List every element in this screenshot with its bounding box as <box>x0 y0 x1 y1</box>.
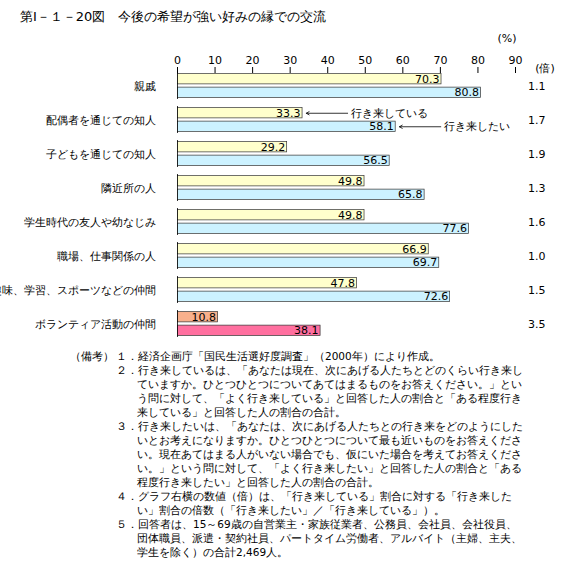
html-text:３．行き来したいは、「あなたは、次にあげる人たちとの行き来を: ３．行き来したいは、「あなたは、次にあげる人たちとの行き来をどのようにしたいとお… <box>116 420 523 488</box>
svg-text:70.3: 70.3 <box>415 73 440 86</box>
html-text:５．回答者は、15～69歳の自営業主・家族従業者、公務員、会: ５．回答者は、15～69歳の自営業主・家族従業者、公務員、会社員、会社役員、団体… <box>116 518 522 558</box>
svg-text:ボランティア活動の仲間: ボランティア活動の仲間 <box>35 318 156 331</box>
svg-text:学生時代の友人や幼なじみ: 学生時代の友人や幼なじみ <box>24 216 156 229</box>
svg-text:56.5: 56.5 <box>363 154 388 167</box>
svg-text:47.8: 47.8 <box>331 277 356 290</box>
svg-text:20: 20 <box>246 54 260 67</box>
svg-text:1.3: 1.3 <box>528 182 546 195</box>
svg-text:72.6: 72.6 <box>424 290 449 303</box>
svg-text:1.9: 1.9 <box>528 148 546 161</box>
svg-text:58.1: 58.1 <box>369 120 394 133</box>
svg-text:1.1: 1.1 <box>528 80 546 93</box>
html-text:２．行き来しているは、「あなたは現在、次にあげる人たちとどの: ２．行き来しているは、「あなたは現在、次にあげる人たちとどのくらい行き来していま… <box>116 364 523 418</box>
svg-text:65.8: 65.8 <box>398 188 423 201</box>
html-text:４．グラフ右横の数値（倍）は、「行き来している」割合に対する: ４．グラフ右横の数値（倍）は、「行き来している」割合に対する「行き来したい」割合… <box>116 490 512 516</box>
svg-text:29.2: 29.2 <box>261 141 286 154</box>
svg-text:隣近所の人: 隣近所の人 <box>101 182 156 195</box>
svg-text:69.7: 69.7 <box>413 256 438 269</box>
svg-text:子どもを通じての知人: 子どもを通じての知人 <box>46 148 156 161</box>
svg-text:80: 80 <box>471 54 485 67</box>
svg-text:0: 0 <box>174 54 181 67</box>
svg-text:38.1: 38.1 <box>294 324 319 337</box>
svg-text:70: 70 <box>433 54 447 67</box>
svg-text:77.6: 77.6 <box>442 222 467 235</box>
svg-text:33.3: 33.3 <box>276 107 301 120</box>
svg-text:50: 50 <box>358 54 372 67</box>
svg-text:80.8: 80.8 <box>454 86 479 99</box>
svg-text:1.7: 1.7 <box>528 114 546 127</box>
svg-text:1.0: 1.0 <box>528 250 546 263</box>
svg-text:趣味、学習、スポーツなどの仲間: 趣味、学習、スポーツなどの仲間 <box>0 284 156 297</box>
svg-text:49.8: 49.8 <box>338 175 363 188</box>
html-text:第Ⅰ－１－20図 今後の希望が強い好みの縁での交流: 第Ⅰ－１－20図 今後の希望が強い好みの縁での交流 <box>20 9 327 24</box>
svg-text:行き来したい: 行き来したい <box>444 120 510 133</box>
svg-text:10: 10 <box>208 54 222 67</box>
svg-text:10.8: 10.8 <box>192 311 217 324</box>
html-text:（備考） １．経済企画庁「国民生活選好度調査」（2000年）: （備考） １．経済企画庁「国民生活選好度調査」（2000年）により作成。 <box>70 350 440 362</box>
svg-text:66.9: 66.9 <box>402 243 427 256</box>
svg-text:49.8: 49.8 <box>338 209 363 222</box>
svg-text:30: 30 <box>283 54 297 67</box>
svg-text:行き来している: 行き来している <box>351 107 428 120</box>
svg-text:配偶者を通じての知人: 配偶者を通じての知人 <box>46 114 156 127</box>
svg-text:(倍): (倍) <box>535 62 555 75</box>
svg-text:1.5: 1.5 <box>528 284 546 297</box>
svg-text:職場、仕事関係の人: 職場、仕事関係の人 <box>57 250 156 263</box>
svg-text:(%): (%) <box>497 32 516 45</box>
svg-text:40: 40 <box>321 54 335 67</box>
svg-text:親戚: 親戚 <box>134 80 156 93</box>
svg-text:60: 60 <box>396 54 410 67</box>
svg-text:3.5: 3.5 <box>528 318 546 331</box>
svg-text:90: 90 <box>509 54 523 67</box>
svg-text:1.6: 1.6 <box>528 216 546 229</box>
